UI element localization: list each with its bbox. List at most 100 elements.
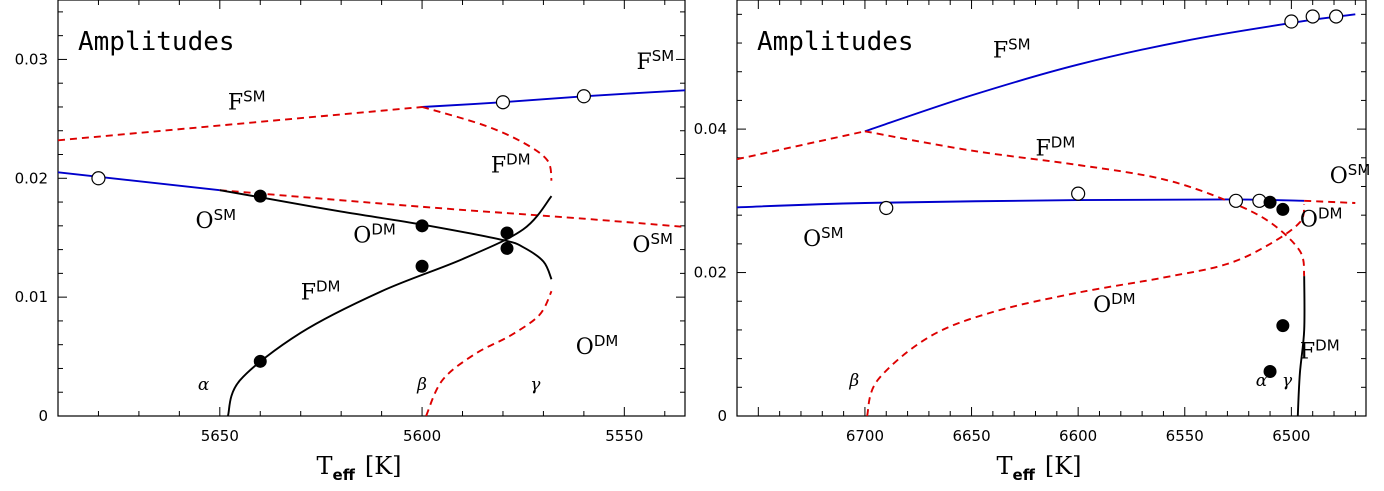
panel-title: Amplitudes (78, 27, 235, 57)
stable-double-mode-curve (219, 189, 553, 280)
mode-label-base: O (353, 223, 371, 248)
unstable-curve (737, 130, 866, 161)
y-tick-label: 0.02 (15, 169, 48, 187)
mode-label-base: O (1330, 164, 1348, 189)
unstable-curve (1304, 199, 1356, 204)
mode-label: FSM (228, 87, 266, 115)
mode-label: OSM (632, 230, 673, 258)
stable-single-mode-curve (422, 89, 685, 108)
x-tick-label: 6600 (1059, 427, 1097, 445)
mode-label-sup: DM (1318, 205, 1343, 223)
mode-label-base: F (1036, 137, 1051, 162)
branch-label: α (198, 375, 210, 395)
unstable-curve (864, 130, 1306, 277)
y-tick-label: 0.03 (15, 50, 48, 68)
curves (58, 89, 685, 416)
x-axis-label: Teff [K] (997, 452, 1082, 484)
stable-single-mode-curve (737, 198, 1305, 209)
mode-label: ODM (576, 332, 619, 360)
mode-label: FSM (636, 47, 674, 75)
mode-label-base: O (1093, 293, 1111, 318)
filled-marker (500, 241, 514, 255)
branch-label: β (848, 371, 859, 391)
open-marker (91, 171, 106, 186)
mode-label: FDM (491, 150, 531, 178)
x-axis-label: Teff [K] (317, 452, 402, 484)
mode-label-sup: DM (1051, 134, 1076, 152)
open-marker (1071, 186, 1086, 201)
open-marker (576, 89, 591, 104)
right-panel: 6700 6650 6600 6550 6500 0 0.02 0.04 Amplitudes F… (694, 0, 1371, 484)
stable-double-mode-curve (1296, 276, 1306, 416)
mode-label-sup: DM (506, 150, 531, 168)
mode-label-sup: SM (214, 206, 236, 224)
stable-double-mode-curve (226, 195, 553, 416)
mode-label: FDM (301, 278, 341, 306)
x-tick-label: 6700 (846, 427, 884, 445)
mode-label-sup: SM (650, 230, 672, 248)
mode-label: OSM (196, 206, 237, 234)
mode-label-sup: SM (821, 224, 843, 242)
mode-label-base: F (491, 153, 506, 178)
branch-label: α (1256, 371, 1268, 391)
unstable-curve (421, 106, 553, 181)
open-marker (879, 200, 894, 216)
mode-label: OSM (1330, 161, 1371, 189)
x-axis-label-unit: [K] (1045, 452, 1082, 480)
mode-label-sup: DM (594, 332, 619, 350)
filled-marker (253, 189, 267, 203)
filled-marker (1263, 195, 1277, 209)
panel-title: Amplitudes (757, 27, 914, 57)
mode-label-sup: SM (1008, 35, 1030, 53)
mode-label-base: F (993, 38, 1008, 63)
unstable-curve (425, 290, 553, 416)
open-marker (495, 95, 511, 110)
filled-marker (253, 354, 267, 368)
y-tick-label: 0 (38, 407, 48, 425)
mode-label-base: O (803, 227, 821, 252)
filled-marker (1276, 202, 1290, 216)
x-axis-label-main: T (317, 452, 333, 480)
mode-label-sup: DM (1315, 337, 1340, 355)
mode-label-sup: SM (1348, 161, 1370, 179)
filled-marker (415, 259, 429, 273)
mode-label-sup: SM (243, 87, 265, 105)
y-tick-label: 0.02 (694, 264, 727, 282)
stable-single-mode-curve (864, 13, 1356, 133)
x-tick-label: 6500 (1272, 427, 1310, 445)
y-tick-label: 0.04 (694, 120, 727, 138)
mode-label-base: O (632, 233, 650, 258)
y-tick-label: 0.01 (15, 288, 48, 306)
filled-marker (1276, 319, 1290, 333)
mode-label-base: O (576, 335, 594, 360)
filled-marker (1263, 365, 1277, 379)
curves (737, 13, 1356, 416)
branch-label: β (416, 375, 427, 395)
mode-label: FDM (1036, 134, 1076, 162)
x-axis-label-unit: [K] (365, 452, 402, 480)
mode-label-sup: DM (316, 278, 341, 296)
mode-label-sup: SM (652, 47, 674, 65)
unstable-curve (219, 189, 685, 228)
plot-frame (57, 0, 686, 417)
open-marker (1284, 14, 1299, 29)
open-marker (1228, 193, 1244, 208)
mode-label-base: O (196, 209, 214, 234)
x-tick-label: 5650 (201, 427, 239, 445)
plot-frame (736, 0, 1367, 417)
mode-label-sup: DM (371, 220, 396, 238)
unstable-curve (58, 106, 423, 142)
mode-label: ODM (1093, 290, 1136, 318)
mode-label: ODM (1300, 205, 1343, 233)
stable-single-mode-curve (58, 171, 220, 192)
x-axis-label-sub: eff (1013, 466, 1036, 484)
mode-label: FDM (1300, 337, 1340, 365)
branch-label: γ (1282, 371, 1293, 391)
mode-label: FSM (993, 35, 1031, 63)
x-tick-label: 5600 (403, 427, 441, 445)
mode-label: ODM (353, 220, 396, 248)
open-marker (1329, 9, 1344, 24)
filled-marker (415, 219, 429, 233)
x-tick-label: 6650 (952, 427, 990, 445)
